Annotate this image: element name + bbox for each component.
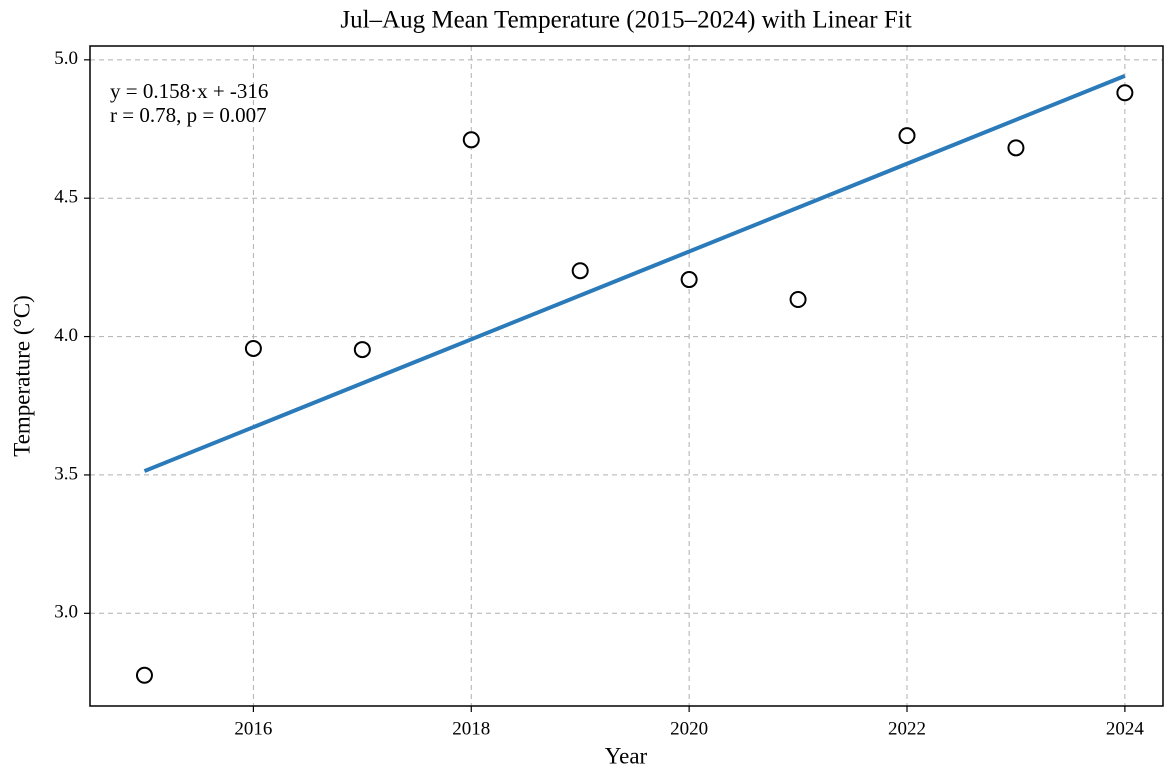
data-point	[789, 290, 807, 308]
fit-line	[143, 74, 1126, 473]
data-point	[244, 339, 262, 357]
chart-title: Jul–Aug Mean Temperature (2015–2024) wit…	[340, 7, 911, 34]
x-tick-label: 2018	[452, 718, 490, 739]
data-point	[1007, 139, 1025, 157]
x-tick-label: 2020	[670, 718, 708, 739]
annotation: y = 0.158·x + -316	[110, 79, 268, 103]
x-tick-label: 2022	[888, 718, 926, 739]
y-axis-label: Temperature (°C)	[9, 295, 34, 456]
data-point	[571, 262, 589, 280]
x-tick-label: 2016	[234, 718, 272, 739]
y-tick-label: 5.0	[54, 48, 78, 69]
data-point	[1116, 84, 1134, 102]
annotation: r = 0.78, p = 0.007	[110, 103, 267, 127]
x-axis-label: Year	[605, 743, 648, 768]
y-tick-label: 4.0	[54, 325, 78, 346]
y-tick-label: 4.5	[54, 187, 78, 208]
y-tick-label: 3.0	[54, 602, 78, 623]
data-point	[353, 341, 371, 359]
data-point	[680, 271, 698, 289]
y-tick-label: 3.5	[54, 463, 78, 484]
data-point	[135, 666, 153, 684]
data-point	[898, 127, 916, 145]
data-point	[462, 131, 480, 149]
x-tick-label: 2024	[1106, 718, 1145, 739]
plot-frame	[89, 45, 1164, 707]
